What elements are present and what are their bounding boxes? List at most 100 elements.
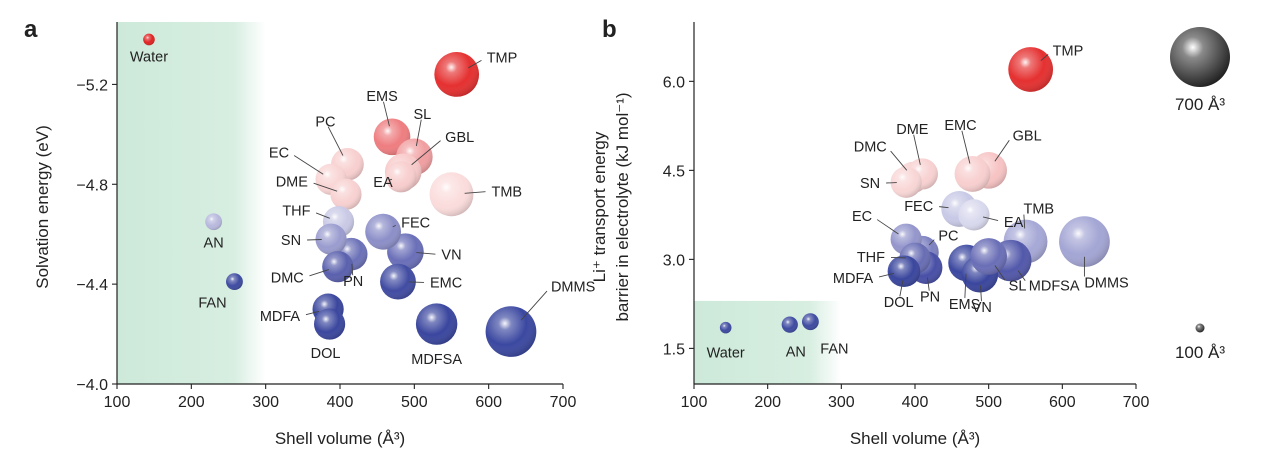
bubble-label-dmc: DMC bbox=[854, 139, 887, 155]
x-tick-label: 600 bbox=[1049, 394, 1076, 411]
bubble-label-ec: EC bbox=[269, 145, 289, 161]
bubble-label-ems: EMS bbox=[949, 297, 980, 313]
bubble-label-pc: PC bbox=[315, 114, 335, 130]
bubble-shine-dmc bbox=[322, 251, 354, 283]
panel-a: a Water AN FAN TMP EMS SL GBL TMB EA PC EC DME THF SN… bbox=[24, 16, 595, 448]
bubble-label-dol: DOL bbox=[311, 346, 341, 362]
leader-pc bbox=[327, 126, 344, 156]
panel-b-size-legend: 700 Å³ 100 Å³ bbox=[1170, 27, 1230, 362]
bubble-label-pc: PC bbox=[938, 228, 958, 244]
bubble-label-pn: PN bbox=[920, 290, 940, 306]
bubble-label-tmb: TMB bbox=[492, 184, 523, 200]
leader-sl bbox=[994, 265, 1006, 281]
x-tick-label: 700 bbox=[550, 394, 577, 411]
bubble-shine-fec bbox=[365, 213, 402, 250]
bubble-shine-dol bbox=[889, 255, 921, 287]
panel-a-y-axis-label: Solvation energy (eV) bbox=[33, 125, 52, 288]
bubble-label-gbl: GBL bbox=[1013, 128, 1042, 144]
leader-gbl bbox=[411, 140, 441, 166]
leader-ea bbox=[982, 216, 999, 221]
size-legend-label-small: 100 Å³ bbox=[1175, 343, 1225, 362]
y-tick-label: 3.0 bbox=[663, 252, 685, 269]
bubble-shine-sn bbox=[890, 166, 922, 198]
panel-b-y-axis-label-line2: barrier in electrolyte (kJ mol⁻¹) bbox=[613, 92, 632, 321]
bubble-label-vn: VN bbox=[441, 248, 461, 264]
leader-tmp bbox=[468, 59, 482, 69]
leader-dme bbox=[913, 134, 921, 165]
leader-dmms bbox=[520, 290, 548, 321]
bubble-label-mdfsa: MDFSA bbox=[1029, 279, 1080, 295]
leader-ec bbox=[293, 155, 324, 175]
panel-a-axes: 100 200 300 400 500 600 700 −4.0 −4.4 −4.8 −5.2 bbox=[76, 22, 576, 411]
bubble-shine-ea bbox=[958, 199, 990, 231]
bubble-label-ems: EMS bbox=[366, 89, 397, 105]
y-tick-label: −5.2 bbox=[76, 77, 108, 94]
leader-tmb bbox=[1023, 214, 1026, 229]
x-tick-label: 400 bbox=[902, 394, 929, 411]
bubble-shine-an bbox=[205, 213, 223, 231]
leader-ea bbox=[388, 178, 393, 181]
bubble-shine-tmb bbox=[429, 172, 474, 217]
bubble-label-mdfa: MDFA bbox=[833, 271, 874, 287]
leader-emc bbox=[961, 130, 971, 164]
bubble-label-sl: SL bbox=[1009, 278, 1027, 294]
leader-vn bbox=[416, 252, 436, 255]
x-tick-label: 400 bbox=[327, 394, 354, 411]
bubble-label-thf: THF bbox=[282, 204, 310, 220]
bubble-label-dme: DME bbox=[896, 122, 929, 138]
bubble-label-thf: THF bbox=[857, 250, 885, 266]
bubble-shine-dmms bbox=[485, 306, 537, 357]
panel-a-bubbles: Water AN FAN TMP EMS SL GBL TMB EA PC EC DME THF SN FE… bbox=[130, 33, 595, 368]
bubble-shine-dmms bbox=[1059, 216, 1110, 267]
panel-b-x-axis-label: Shell volume (Å³) bbox=[850, 429, 980, 448]
x-tick-label: 600 bbox=[475, 394, 502, 411]
bubble-label-pn: PN bbox=[343, 274, 363, 290]
bubble-label-emc: EMC bbox=[944, 118, 976, 134]
leader-tmp bbox=[1040, 54, 1049, 62]
bubble-label-tmb: TMB bbox=[1024, 202, 1055, 218]
bubble-label-ec: EC bbox=[852, 209, 872, 225]
leader-mdfa bbox=[878, 272, 895, 278]
bubble-label-dmc: DMC bbox=[271, 271, 304, 287]
bubble-label-tmp: TMP bbox=[1053, 43, 1084, 59]
leader-vn bbox=[980, 285, 982, 302]
leader-pc bbox=[928, 239, 935, 246]
y-tick-label: 4.5 bbox=[663, 163, 685, 180]
bubble-label-dmms: DMMS bbox=[1084, 276, 1128, 292]
leader-gbl bbox=[994, 140, 1010, 162]
bubble-label-water: Water bbox=[130, 49, 168, 65]
bubble-label-fec: FEC bbox=[904, 199, 933, 215]
bubble-label-gbl: GBL bbox=[445, 130, 474, 146]
bubble-label-ea: EA bbox=[373, 175, 393, 191]
leader-pn bbox=[926, 277, 930, 291]
bubble-label-fan: FAN bbox=[820, 342, 848, 358]
x-tick-label: 100 bbox=[104, 394, 131, 411]
x-tick-label: 200 bbox=[178, 394, 205, 411]
panel-b-axes: 100 200 300 400 500 600 700 1.5 3.0 4.5 6.0 bbox=[663, 22, 1149, 411]
leader-fec bbox=[939, 206, 949, 209]
bubble-label-sn: SN bbox=[281, 233, 301, 249]
bubble-label-fec: FEC bbox=[401, 216, 430, 232]
leader-dme bbox=[313, 182, 338, 192]
bubble-shine-water bbox=[719, 321, 732, 334]
bubble-shine-sn bbox=[315, 223, 347, 255]
leader-mdfsa bbox=[1017, 270, 1026, 281]
x-tick-label: 300 bbox=[252, 394, 279, 411]
bubble-label-tmp: TMP bbox=[487, 50, 518, 66]
leader-tmb bbox=[464, 191, 486, 194]
size-legend-ball-large bbox=[1170, 27, 1230, 87]
panel-a-letter: a bbox=[24, 16, 38, 43]
bubble-shine-emc bbox=[380, 263, 416, 300]
y-tick-label: 6.0 bbox=[663, 74, 685, 91]
leader-pn bbox=[351, 263, 354, 276]
bubble-shine-tmp bbox=[1008, 47, 1054, 92]
x-tick-label: 300 bbox=[828, 394, 855, 411]
bubble-label-an: AN bbox=[786, 345, 806, 361]
bubble-label-an: AN bbox=[204, 236, 224, 252]
bubble-shine-an bbox=[781, 316, 798, 333]
size-legend-label-large: 700 Å³ bbox=[1175, 95, 1225, 114]
y-tick-label: −4.0 bbox=[76, 377, 108, 394]
leader-dol bbox=[899, 280, 904, 297]
bubble-shine-dol bbox=[313, 308, 346, 340]
